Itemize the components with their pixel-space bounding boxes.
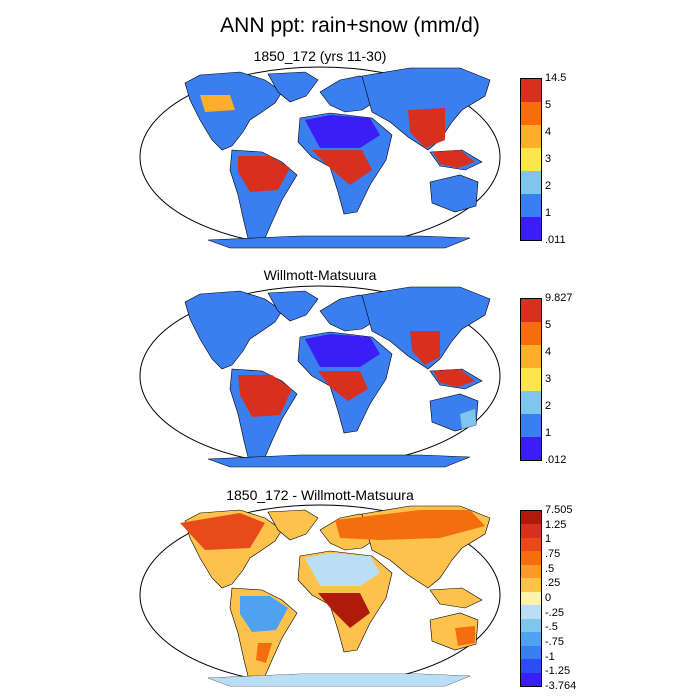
aus-east bbox=[460, 409, 476, 429]
colorbar-tick-label: 5 bbox=[545, 319, 552, 331]
europe-asia-wet bbox=[335, 510, 485, 540]
sahara-dry bbox=[305, 334, 380, 367]
nh-midlat-wet bbox=[200, 95, 235, 112]
map-panel-model bbox=[139, 66, 501, 249]
maritime-wet bbox=[433, 369, 475, 387]
colorbar-tick-label: 1.25 bbox=[545, 518, 567, 531]
colorbar-segment bbox=[521, 148, 541, 171]
congo-wet bbox=[318, 593, 370, 628]
panel-title-observations: Willmott-Matsuura bbox=[263, 267, 377, 283]
colorbar-segment bbox=[521, 537, 541, 552]
colorbar-segment bbox=[521, 564, 541, 579]
colorbar-tick-label: .75 bbox=[545, 548, 561, 560]
congo-wet bbox=[318, 371, 368, 401]
figure-title: ANN ppt: rain+snow (mm/d) bbox=[220, 14, 480, 37]
colorbar-tick-label: -.5 bbox=[545, 621, 558, 634]
colorbar-segment bbox=[521, 632, 541, 646]
nh-wet-bias bbox=[180, 513, 265, 550]
amazon-dry bbox=[240, 596, 288, 632]
panel-title-model: 1850_172 (yrs 11-30) bbox=[253, 48, 387, 64]
colorbar-tick-label: -.75 bbox=[545, 636, 564, 648]
colorbar-tick-label: 9.827 bbox=[545, 292, 573, 304]
aus-mixed bbox=[455, 626, 475, 646]
colorbar-segment bbox=[521, 217, 541, 240]
colorbar-segment bbox=[521, 578, 541, 592]
colorbar-segment bbox=[521, 171, 541, 194]
sahara-neutral bbox=[305, 553, 380, 586]
colorbar-segment bbox=[521, 322, 541, 345]
colorbar-tick-label: 1 bbox=[545, 427, 552, 439]
colorbar-segment bbox=[521, 511, 541, 525]
colorbar-segment bbox=[521, 345, 541, 368]
antarctica-neutral bbox=[208, 674, 470, 686]
sahara-dry bbox=[305, 115, 380, 148]
colorbar-segment bbox=[521, 79, 541, 102]
colorbar-segment bbox=[521, 524, 541, 538]
colorbar-tick-label: 14.5 bbox=[545, 72, 567, 84]
amazon-wet bbox=[238, 375, 292, 417]
colorbar-tick-label: 3 bbox=[545, 153, 552, 165]
colorbar-segment bbox=[521, 391, 541, 414]
aus-dry bbox=[438, 182, 470, 205]
panel-title-difference: 1850_172 - Willmott-Matsuura bbox=[226, 487, 414, 503]
seasia-wet bbox=[410, 331, 440, 365]
colorbar-tick-label: 3 bbox=[545, 373, 552, 385]
colorbar-segment bbox=[521, 414, 541, 437]
map-panel-observations bbox=[139, 285, 501, 468]
sa-south-wet bbox=[256, 643, 272, 663]
seasia-wet bbox=[408, 108, 445, 148]
colorbar-tick-label: 1 bbox=[545, 533, 552, 546]
colorbar-segment bbox=[521, 605, 541, 619]
colorbar-tick-label: 1 bbox=[545, 207, 552, 219]
colorbar-tick-label: .5 bbox=[545, 562, 555, 575]
colorbar-segment bbox=[521, 672, 541, 687]
colorbar-tick-label: 2 bbox=[545, 400, 552, 412]
colorbar-model bbox=[520, 78, 542, 241]
colorbar-difference bbox=[520, 510, 542, 687]
colorbar-segment bbox=[521, 659, 541, 673]
colorbar-tick-label: 4 bbox=[545, 126, 552, 138]
colorbar-tick-label: 7.505 bbox=[545, 504, 573, 516]
colorbar-tick-label: 5 bbox=[545, 99, 552, 111]
colorbar-segment bbox=[521, 645, 541, 660]
colorbar-tick-label: 2 bbox=[545, 180, 552, 192]
colorbar-tick-label: 4 bbox=[545, 346, 552, 358]
colorbar-segment bbox=[521, 591, 541, 606]
colorbar-tick-label: .011 bbox=[545, 234, 566, 246]
map-panel-difference bbox=[139, 504, 501, 687]
colorbar-tick-label: .012 bbox=[545, 454, 567, 466]
colorbar-tick-label: -1.25 bbox=[545, 665, 571, 678]
colorbar-segment bbox=[521, 125, 541, 148]
colorbar-segment bbox=[521, 551, 541, 565]
colorbar-segment bbox=[521, 368, 541, 391]
maritime-wet bbox=[433, 150, 475, 168]
amazon-wet bbox=[238, 156, 290, 192]
colorbar-segment bbox=[521, 194, 541, 217]
congo-wet bbox=[312, 150, 372, 185]
colorbar-segment bbox=[521, 299, 541, 322]
colorbar-segment bbox=[521, 618, 541, 633]
colorbar-tick-label: -3.764 bbox=[545, 680, 577, 692]
colorbar-tick-label: -1 bbox=[545, 650, 555, 663]
colorbar-tick-label: 0 bbox=[545, 592, 552, 604]
colorbar-observations bbox=[520, 298, 542, 461]
colorbar-tick-label: -.25 bbox=[545, 606, 564, 619]
colorbar-tick-label: .25 bbox=[545, 577, 561, 590]
colorbar-segment bbox=[521, 437, 541, 460]
colorbar-segment bbox=[521, 102, 541, 125]
